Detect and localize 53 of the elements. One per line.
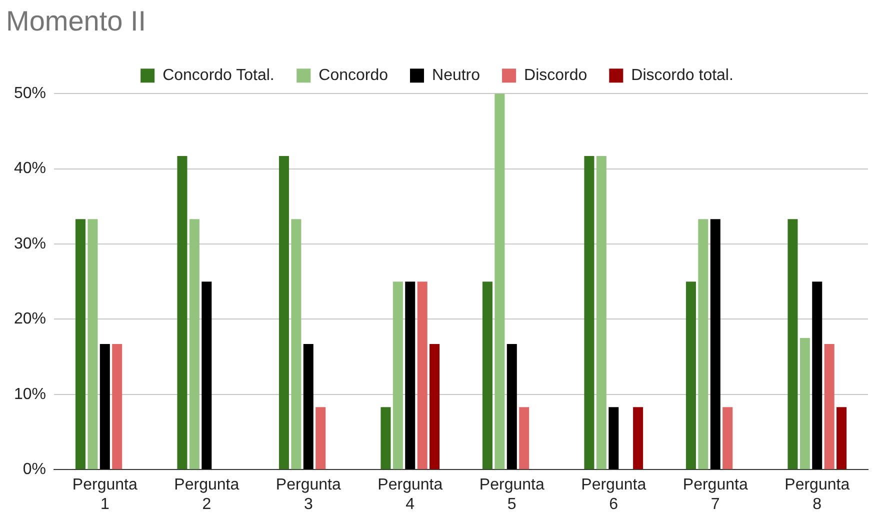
x-tick-label: Pergunta 4 <box>378 476 443 513</box>
bar <box>202 282 212 470</box>
legend-label: Discordo <box>524 67 588 84</box>
bar <box>405 282 416 470</box>
bar <box>303 344 314 470</box>
bar <box>494 94 505 470</box>
bar <box>519 407 530 470</box>
bar <box>291 219 302 470</box>
legend-label: Neutro <box>432 67 480 84</box>
bar <box>189 219 200 470</box>
y-tick-label: 0% <box>22 461 46 478</box>
bar <box>788 219 798 470</box>
y-tick-label: 40% <box>14 160 46 178</box>
bar <box>812 282 822 470</box>
bar <box>596 156 606 470</box>
bar <box>88 219 98 470</box>
legend-label: Concordo <box>318 67 388 84</box>
bar <box>686 282 696 470</box>
x-tick-label: Pergunta 8 <box>784 476 850 513</box>
y-tick-label: 10% <box>14 386 46 403</box>
bar <box>836 407 847 470</box>
bar <box>698 219 708 470</box>
x-tick-label: Pergunta 7 <box>682 476 748 513</box>
bar <box>380 407 391 470</box>
bar <box>608 407 619 470</box>
y-tick-label: 20% <box>14 310 46 328</box>
bar <box>392 282 403 470</box>
bar <box>710 219 720 470</box>
x-tick-label: Pergunta 1 <box>72 476 138 513</box>
bar <box>75 219 86 470</box>
bar <box>506 344 517 470</box>
bar <box>100 344 110 470</box>
x-tick-label: Pergunta 5 <box>479 476 544 513</box>
bar <box>800 338 810 470</box>
bar <box>112 344 122 470</box>
chart-title: Momento II <box>6 6 146 37</box>
bar <box>482 282 492 470</box>
x-tick-label: Pergunta 3 <box>276 476 341 513</box>
legend-label: Discordo total. <box>631 67 734 84</box>
bar <box>584 156 594 470</box>
bar <box>417 282 428 470</box>
y-tick-label: 50% <box>14 85 46 102</box>
bar <box>824 344 834 470</box>
bar <box>316 407 326 470</box>
y-tick-label: 30% <box>14 235 46 252</box>
bar <box>278 156 289 470</box>
bar <box>633 407 644 470</box>
bar <box>430 344 440 470</box>
x-tick-label: Pergunta 6 <box>581 476 646 513</box>
bar <box>177 156 188 470</box>
bar <box>722 407 733 470</box>
x-tick-label: Pergunta 2 <box>174 476 240 513</box>
legend-label: Concordo Total. <box>162 67 274 84</box>
